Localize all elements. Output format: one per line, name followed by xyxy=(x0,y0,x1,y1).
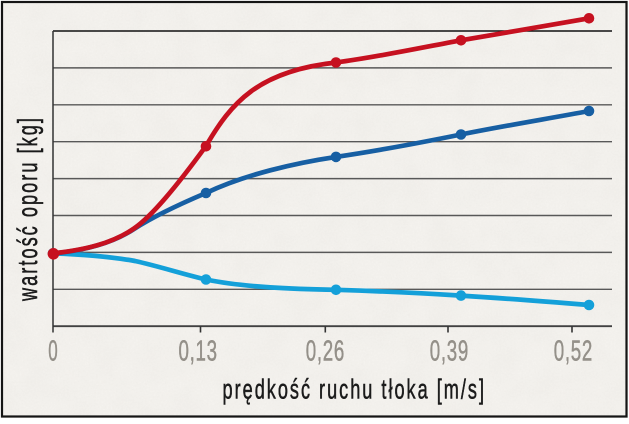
svg-text:0,52: 0,52 xyxy=(554,336,593,368)
svg-text:0,13: 0,13 xyxy=(179,336,218,368)
svg-text:wartość oporu [kg]: wartość oporu [kg] xyxy=(12,116,43,302)
svg-text:0: 0 xyxy=(48,336,58,368)
svg-text:prędkość ruchu tłoka [m/s]: prędkość ruchu tłoka [m/s] xyxy=(223,374,487,405)
svg-text:0,39: 0,39 xyxy=(430,336,469,368)
svg-text:0,26: 0,26 xyxy=(306,336,345,368)
